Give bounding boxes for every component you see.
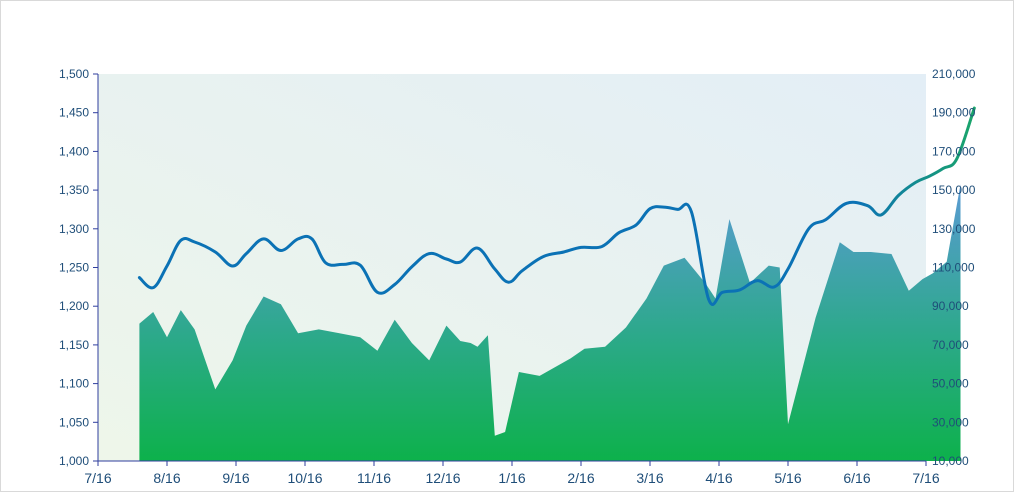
line-series-layer (137, 106, 976, 306)
x-tick-label: 7/16 (84, 470, 111, 486)
x-tick-label: 11/16 (357, 470, 391, 486)
y-left-tick-label: 1,400 (59, 144, 89, 158)
x-tick-label: 2/16 (567, 470, 594, 486)
y-left-tick-label: 1,150 (59, 338, 89, 352)
y-left-tick-label: 1,300 (59, 222, 89, 236)
y-left-tick-label: 1,500 (59, 67, 89, 81)
y-right-tick-label: 190,000 (932, 106, 976, 120)
y-right-tick-label: 110,000 (932, 261, 975, 275)
line-series (137, 106, 976, 306)
x-tick-label: 10/16 (287, 470, 322, 486)
y-left-tick-label: 1,350 (59, 183, 89, 197)
area-series-layer (139, 184, 961, 462)
y-left-tick-label: 1,250 (59, 261, 89, 275)
y-right-tick-label: 170,000 (932, 144, 976, 158)
y-right-tick-label: 70,000 (932, 338, 969, 352)
y-right-tick-label: 30,000 (932, 415, 969, 429)
x-tick-label: 8/16 (153, 470, 180, 486)
x-tick-label: 9/16 (222, 470, 249, 486)
y-left-tick-label: 1,450 (59, 106, 89, 120)
y-left-tick-label: 1,000 (59, 454, 89, 468)
y-right-tick-label: 150,000 (932, 183, 976, 197)
y-right-tick-label: 130,000 (932, 222, 976, 236)
x-tick-label: 5/16 (774, 470, 801, 486)
y-right-tick-label: 90,000 (932, 299, 969, 313)
x-tick-label: 12/16 (425, 470, 460, 486)
y-right-tick-label: 210,000 (932, 67, 976, 81)
x-tick-label: 6/16 (843, 470, 870, 486)
area-series (139, 184, 961, 462)
x-tick-label: 1/16 (498, 470, 525, 486)
x-tick-label: 7/16 (912, 470, 939, 486)
y-left-tick-label: 1,050 (59, 415, 89, 429)
x-tick-label: 4/16 (705, 470, 732, 486)
y-left-tick-label: 1,100 (59, 377, 89, 391)
y-left-tick-label: 1,200 (59, 299, 89, 313)
y-right-tick-label: 50,000 (932, 377, 969, 391)
x-tick-label: 3/16 (636, 470, 663, 486)
axes-layer: 1,000 1,050 1,100 1,150 1,200 1,250 1,300 1,350… (59, 67, 976, 486)
y-right-tick-label: 10,000 (932, 454, 969, 468)
